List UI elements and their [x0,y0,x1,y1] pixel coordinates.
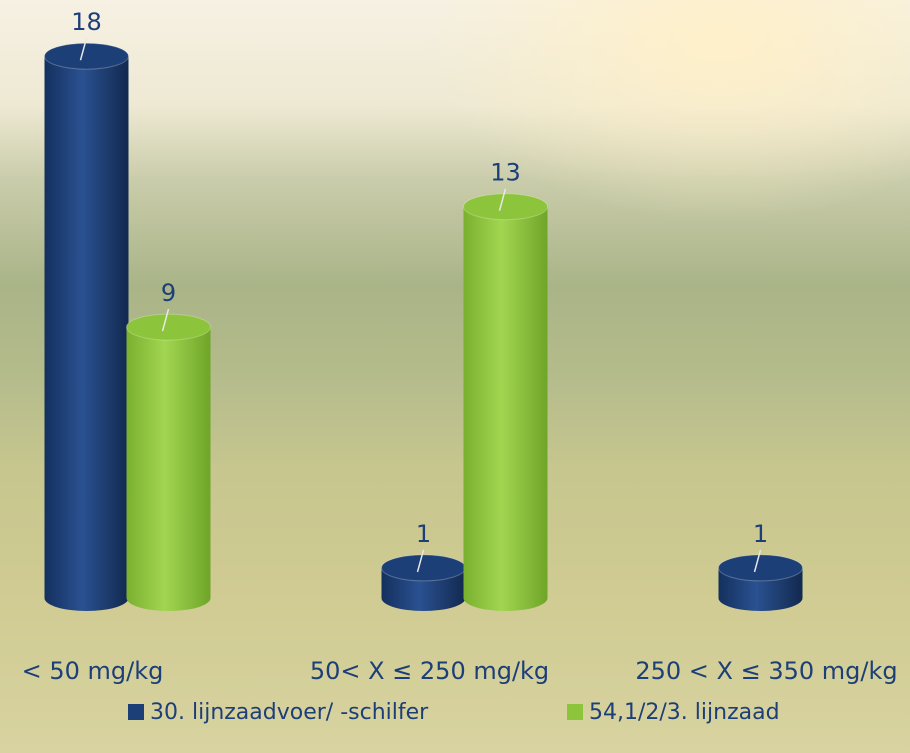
value-label: 9 [161,279,176,307]
value-label: 13 [490,159,521,187]
bar-cap [381,554,466,582]
legend-swatch [567,704,583,720]
bar [126,327,211,611]
value-label: 1 [753,520,768,548]
x-tick-label: 250 < X ≤ 350 mg/kg [635,657,897,685]
label-leader [416,549,425,573]
label-leader [753,549,762,573]
x-tick-label: 50< X ≤ 250 mg/kg [310,657,549,685]
bar [463,206,548,611]
bar-cap [126,313,211,341]
legend-label: 30. lijnzaadvoer/ -schilfer [150,700,429,725]
bar-cap [463,193,548,221]
legend-label: 54,1/2/3. lijnzaad [589,700,780,725]
legend-swatch [128,704,144,720]
label-leader [498,188,507,211]
bar [44,56,129,611]
label-leader [79,38,88,61]
value-label: 1 [416,520,431,548]
value-label: 18 [71,8,102,36]
bar-cap [718,554,803,582]
label-leader [161,308,170,332]
bar-cap [44,42,129,70]
x-tick-label: < 50 mg/kg [22,657,164,685]
